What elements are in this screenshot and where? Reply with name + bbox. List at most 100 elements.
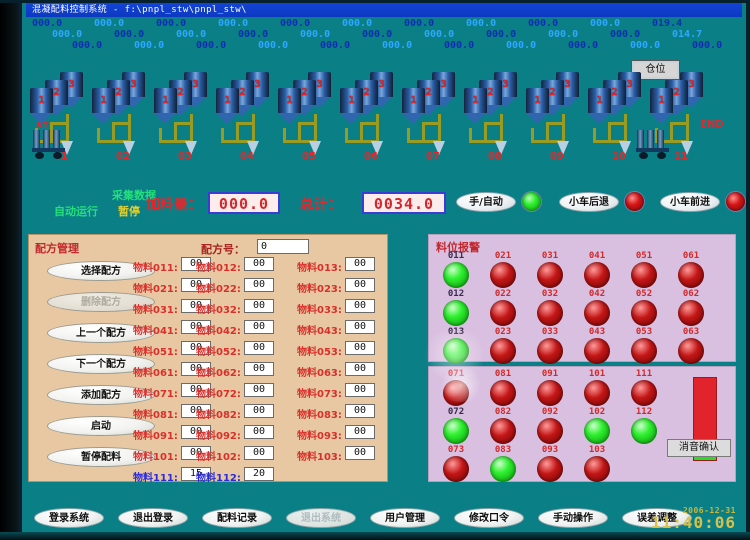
material-value-input[interactable]: 00 (345, 425, 375, 439)
silo-tank[interactable]: 1 (588, 88, 611, 132)
alarm-led-label: 112 (635, 407, 653, 417)
material-value-input[interactable]: 00 (181, 257, 211, 271)
silo-tank[interactable]: 1 (650, 88, 673, 132)
recipe-panel-title: 配方管理 (35, 242, 79, 255)
silo-tank[interactable]: 1 (92, 88, 115, 132)
cart-control-button[interactable]: 手/自动 (456, 192, 516, 212)
silo-number: 2 (425, 87, 432, 98)
material-value-input[interactable]: 00 (244, 383, 274, 397)
material-value-input[interactable]: 00 (345, 404, 375, 418)
recipe-button[interactable]: 启动 (47, 416, 155, 436)
material-label: 物料083: (297, 410, 342, 421)
material-value-input[interactable]: 00 (181, 341, 211, 355)
toolbar-button[interactable]: 误差调整 (622, 508, 692, 528)
discharge-pipe (298, 122, 301, 142)
material-label: 物料062: (196, 368, 241, 379)
silo-cone (355, 105, 377, 116)
silo-cone (650, 113, 672, 124)
silo-number: 1 (286, 95, 293, 106)
silo-cone (154, 113, 176, 124)
silo-number: 3 (564, 79, 571, 90)
material-value-input[interactable]: 00 (345, 257, 375, 271)
silo-weight-value: 000.0 (362, 29, 393, 40)
material-value-input[interactable]: 00 (181, 299, 211, 313)
silo-tank[interactable]: 1 (464, 88, 487, 132)
toolbar-button[interactable]: 配料记录 (202, 508, 272, 528)
material-value-input[interactable]: 00 (345, 341, 375, 355)
window-title-bar: 混凝配料控制系统 - f:\pnpl_stw\pnpl_stw\ (26, 3, 742, 17)
cart-control-button[interactable]: 小车前进 (660, 192, 720, 212)
silo-cone (122, 97, 144, 108)
recipe-button[interactable]: 暂停配料 (47, 447, 155, 467)
recipe-button[interactable]: 下一个配方 (47, 354, 155, 374)
material-value-input[interactable]: 00 (181, 320, 211, 334)
material-value-input[interactable]: 00 (244, 446, 274, 460)
material-value-input[interactable]: 00 (244, 341, 274, 355)
recipe-button[interactable]: 上一个配方 (47, 323, 155, 343)
discharge-pipe (112, 122, 115, 142)
material-value-input[interactable]: 00 (181, 404, 211, 418)
material-value-input[interactable]: 20 (244, 467, 274, 481)
material-value-input[interactable]: 00 (244, 320, 274, 334)
discharge-pipe (500, 114, 503, 142)
cart-wheel (35, 152, 44, 159)
toolbar-button[interactable]: 修改口令 (454, 508, 524, 528)
material-value-input[interactable]: 00 (181, 383, 211, 397)
silo-tank[interactable]: 1 (278, 88, 301, 132)
toolbar-button[interactable]: 用户管理 (370, 508, 440, 528)
discharge-pipe (484, 122, 502, 125)
cart-control-led (726, 192, 745, 211)
mute-confirm-button[interactable]: 消音确认 (667, 439, 731, 457)
silo-cone (107, 105, 129, 116)
bin-level-button[interactable]: 仓位 (631, 60, 680, 80)
material-value-input[interactable]: 00 (244, 404, 274, 418)
silo-tank[interactable]: 1 (30, 88, 53, 132)
material-value-input[interactable]: 00 (244, 299, 274, 313)
alarm-led (584, 380, 610, 406)
material-value-input[interactable]: 00 (181, 425, 211, 439)
silo-weight-value: 000.0 (342, 18, 373, 29)
silo-weight-value: 000.0 (280, 18, 311, 29)
material-value-input[interactable]: 00 (345, 446, 375, 460)
material-value-input[interactable]: 00 (181, 446, 211, 460)
silo-tank[interactable]: 1 (402, 88, 425, 132)
silo-weight-value: 000.0 (506, 40, 537, 51)
silo-tank[interactable]: 1 (216, 88, 239, 132)
material-value-input[interactable]: 00 (244, 425, 274, 439)
material-value-input[interactable]: 00 (345, 278, 375, 292)
silo-body (464, 88, 487, 113)
alarm-led (584, 300, 610, 326)
silo-tank[interactable]: 1 (340, 88, 363, 132)
discharge-pipe (531, 128, 534, 142)
material-value-input[interactable]: 00 (244, 278, 274, 292)
material-value-input[interactable]: 00 (181, 278, 211, 292)
recipe-number-input[interactable]: 0 (257, 239, 309, 254)
silo-weight-value: 000.0 (300, 29, 331, 40)
discharge-pipe (546, 122, 564, 125)
recipe-button: 删除配方 (47, 292, 155, 312)
material-value-input[interactable]: 00 (345, 299, 375, 313)
discharge-pipe (345, 128, 348, 142)
silo-cone (588, 113, 610, 124)
discharge-pipe (190, 114, 193, 142)
recipe-button[interactable]: 添加配方 (47, 385, 155, 405)
material-value-input[interactable]: 00 (345, 383, 375, 397)
recipe-button[interactable]: 选择配方 (47, 261, 155, 281)
silo-weight-value: 000.0 (218, 18, 249, 29)
toolbar-button[interactable]: 手动操作 (538, 508, 608, 528)
toolbar-button[interactable]: 退出登录 (118, 508, 188, 528)
material-value-input[interactable]: 00 (345, 362, 375, 376)
cart-control-button[interactable]: 小车后退 (559, 192, 619, 212)
discharge-pipe (422, 122, 425, 142)
material-value-input[interactable]: 00 (181, 362, 211, 376)
silo-tank[interactable]: 1 (526, 88, 549, 132)
material-value-input[interactable]: 00 (345, 320, 375, 334)
discharge-pipe (438, 114, 441, 142)
toolbar-button[interactable]: 登录系统 (34, 508, 104, 528)
discharge-pipe (128, 114, 131, 142)
silo-tank[interactable]: 1 (154, 88, 177, 132)
silo-weight-value: 000.0 (114, 29, 145, 40)
material-value-input[interactable]: 00 (244, 257, 274, 271)
material-value-input[interactable]: 15 (181, 467, 211, 481)
material-value-input[interactable]: 00 (244, 362, 274, 376)
